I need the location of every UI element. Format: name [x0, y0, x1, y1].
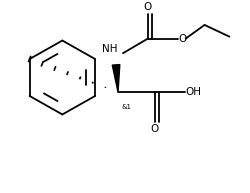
- Text: O: O: [151, 124, 159, 134]
- Text: &1: &1: [121, 104, 131, 110]
- Text: NH: NH: [102, 44, 118, 54]
- Text: OH: OH: [186, 87, 202, 97]
- Polygon shape: [112, 65, 120, 92]
- Text: O: O: [179, 34, 187, 44]
- Text: O: O: [144, 2, 152, 12]
